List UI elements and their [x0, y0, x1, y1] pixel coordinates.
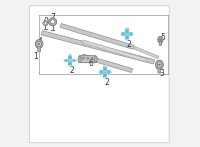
Polygon shape [82, 54, 133, 72]
Circle shape [104, 71, 106, 73]
Circle shape [91, 57, 93, 59]
FancyBboxPatch shape [79, 56, 96, 63]
Circle shape [63, 60, 65, 61]
Circle shape [160, 39, 161, 41]
Ellipse shape [94, 56, 97, 62]
Polygon shape [68, 55, 72, 66]
Circle shape [51, 20, 55, 24]
Text: 2: 2 [70, 66, 75, 75]
Text: 2: 2 [105, 78, 110, 87]
Polygon shape [64, 59, 76, 62]
Ellipse shape [78, 56, 81, 62]
Polygon shape [60, 24, 134, 49]
FancyBboxPatch shape [158, 67, 161, 73]
Polygon shape [82, 40, 147, 62]
Text: 6: 6 [89, 59, 94, 68]
Ellipse shape [159, 38, 162, 42]
Ellipse shape [38, 43, 40, 45]
FancyBboxPatch shape [29, 6, 169, 143]
Circle shape [126, 27, 128, 29]
Circle shape [69, 54, 71, 56]
Text: 3: 3 [159, 69, 164, 78]
Polygon shape [103, 66, 107, 78]
Circle shape [87, 57, 89, 59]
Ellipse shape [157, 62, 162, 68]
Polygon shape [41, 31, 154, 64]
Circle shape [69, 59, 71, 62]
Circle shape [104, 77, 106, 79]
Circle shape [75, 60, 77, 61]
Polygon shape [121, 32, 133, 36]
Circle shape [44, 22, 47, 24]
FancyBboxPatch shape [38, 46, 41, 52]
Circle shape [98, 71, 100, 73]
Ellipse shape [155, 60, 163, 70]
Circle shape [69, 65, 71, 67]
Text: 5: 5 [160, 33, 165, 42]
Circle shape [110, 71, 112, 73]
Text: 0: 0 [44, 17, 49, 26]
Circle shape [104, 65, 106, 67]
Circle shape [132, 33, 134, 35]
Ellipse shape [159, 64, 160, 66]
Circle shape [126, 39, 128, 41]
Circle shape [82, 57, 84, 59]
Ellipse shape [37, 41, 41, 47]
Text: 7: 7 [50, 13, 55, 22]
Circle shape [120, 33, 122, 35]
Ellipse shape [35, 39, 43, 49]
Polygon shape [133, 46, 159, 59]
Polygon shape [99, 70, 111, 74]
Circle shape [43, 21, 48, 26]
FancyBboxPatch shape [159, 41, 162, 45]
Circle shape [49, 18, 57, 26]
Text: 2: 2 [127, 40, 131, 49]
Circle shape [126, 33, 128, 35]
Polygon shape [125, 28, 129, 40]
Ellipse shape [158, 36, 163, 43]
Text: 1: 1 [33, 52, 38, 61]
Text: 4: 4 [37, 37, 42, 46]
